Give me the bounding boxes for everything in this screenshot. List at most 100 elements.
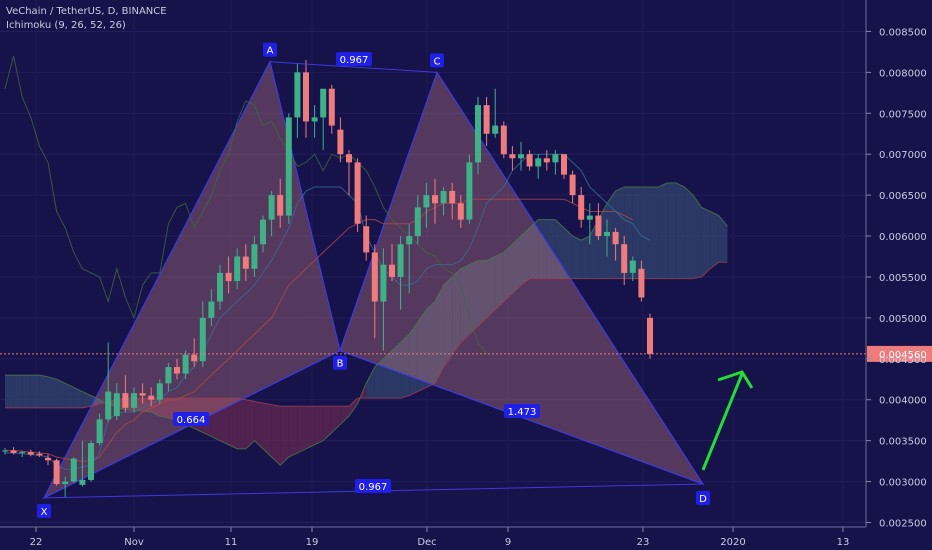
x-tick-label: Nov: [124, 537, 144, 548]
cloud-segment: [632, 186, 642, 279]
cloud-segment: [701, 207, 711, 277]
cloud-segment: [718, 215, 728, 263]
candle-body: [182, 354, 189, 374]
candle-body: [432, 195, 438, 204]
candle-body: [62, 481, 69, 485]
candle-body: [604, 231, 610, 237]
candle-body: [595, 215, 602, 237]
x-tick-label: 19: [306, 537, 319, 548]
candle-body: [509, 154, 516, 159]
y-tick-label: 0.008500: [879, 27, 927, 38]
ratio-label: 1.473: [508, 407, 537, 418]
candle-body: [320, 88, 327, 118]
ratio-label: 0.967: [359, 482, 388, 493]
candle-body: [294, 72, 301, 118]
candle-body: [586, 215, 593, 220]
cloud-segment: [280, 406, 289, 466]
candle-body: [139, 393, 146, 396]
candle-body: [217, 272, 223, 302]
cloud-segment: [65, 383, 74, 408]
candle-body: [612, 231, 619, 245]
x-tick-label: 9: [505, 537, 511, 548]
ratio-badge: [173, 412, 209, 426]
symbol-title: VeChain / TetherUS, D, BINANCE: [6, 6, 167, 17]
candle-body: [363, 226, 370, 253]
candle-body: [36, 453, 43, 456]
cloud-segment: [73, 387, 83, 408]
point-label-b: B: [337, 359, 344, 370]
candle-body: [638, 268, 645, 298]
candle-body: [354, 162, 361, 224]
y-tick-label: 0.004500: [879, 355, 927, 366]
cloud-segment: [512, 236, 521, 294]
chikou-line: [4, 55, 487, 355]
cloud-segment: [340, 406, 349, 425]
cloud-segment: [13, 375, 23, 408]
cloud-segment: [486, 256, 496, 318]
harmonic-pattern: [42, 60, 705, 500]
cloud-segment: [452, 268, 461, 355]
cloud-segment: [417, 309, 427, 392]
candle-body: [148, 395, 155, 400]
candle-body: [423, 195, 430, 208]
point-label-d: D: [699, 494, 707, 505]
cloud-segment: [572, 236, 582, 279]
x-tick-label: 23: [637, 537, 650, 548]
ratio-label: 0.967: [340, 55, 369, 66]
candle-body: [303, 72, 309, 122]
cloud-segment: [22, 375, 31, 408]
point-label-x: X: [41, 507, 48, 518]
candle-body: [328, 88, 335, 126]
cloud-segment: [641, 186, 650, 279]
candle-body: [225, 272, 232, 282]
y-tick-label: 0.007000: [879, 150, 927, 161]
cloud-segment: [48, 376, 57, 408]
point-label-a: A: [267, 46, 274, 57]
y-tick-label: 0.005500: [879, 273, 927, 284]
candle-body: [53, 460, 60, 485]
cloud-segment: [245, 399, 255, 449]
candle-body: [79, 479, 86, 485]
point-badge-d: [696, 491, 710, 506]
candle-body: [277, 195, 284, 216]
x-tick-label: 22: [30, 537, 43, 548]
cloud-segment: [82, 391, 91, 408]
cloud-segment: [5, 375, 14, 408]
candle-body: [96, 419, 103, 444]
candle-body: [105, 391, 112, 420]
cloud-segment: [314, 406, 324, 445]
cloud-segment: [323, 406, 332, 441]
cloud-segment: [564, 227, 573, 279]
candle-body: [621, 244, 628, 273]
candle-body: [174, 366, 180, 374]
candle-body: [543, 158, 550, 163]
current-price-label: 0.004560: [879, 350, 927, 361]
ratio-badge: [504, 404, 540, 418]
cloud-segment: [469, 260, 478, 335]
indicator-title: Ichimoku (9, 26, 52, 26): [6, 20, 126, 31]
cloud-segment: [383, 350, 392, 399]
cloud-segment: [271, 404, 281, 466]
cloud-segment: [693, 195, 702, 279]
candle-body: [475, 105, 481, 163]
candle-body: [234, 256, 241, 282]
candle-body: [251, 244, 258, 269]
cloud-segment: [30, 375, 40, 408]
target-arrow-shaft: [701, 373, 744, 471]
candle-body: [552, 154, 559, 163]
candle-body: [199, 317, 206, 362]
cloud-segment: [710, 211, 719, 269]
y-tick-label: 0.008000: [879, 68, 927, 79]
point-badge-a: [263, 42, 277, 57]
current-price-tag: [867, 345, 932, 362]
cloud-segment: [39, 375, 48, 408]
candle-body: [165, 366, 172, 384]
candle-body: [260, 219, 266, 245]
x-tick-label: 13: [837, 537, 850, 548]
candle-body: [457, 203, 464, 220]
target-arrow-head: [717, 370, 754, 389]
y-tick-label: 0.003000: [879, 478, 927, 489]
cloud-segment: [349, 398, 358, 417]
